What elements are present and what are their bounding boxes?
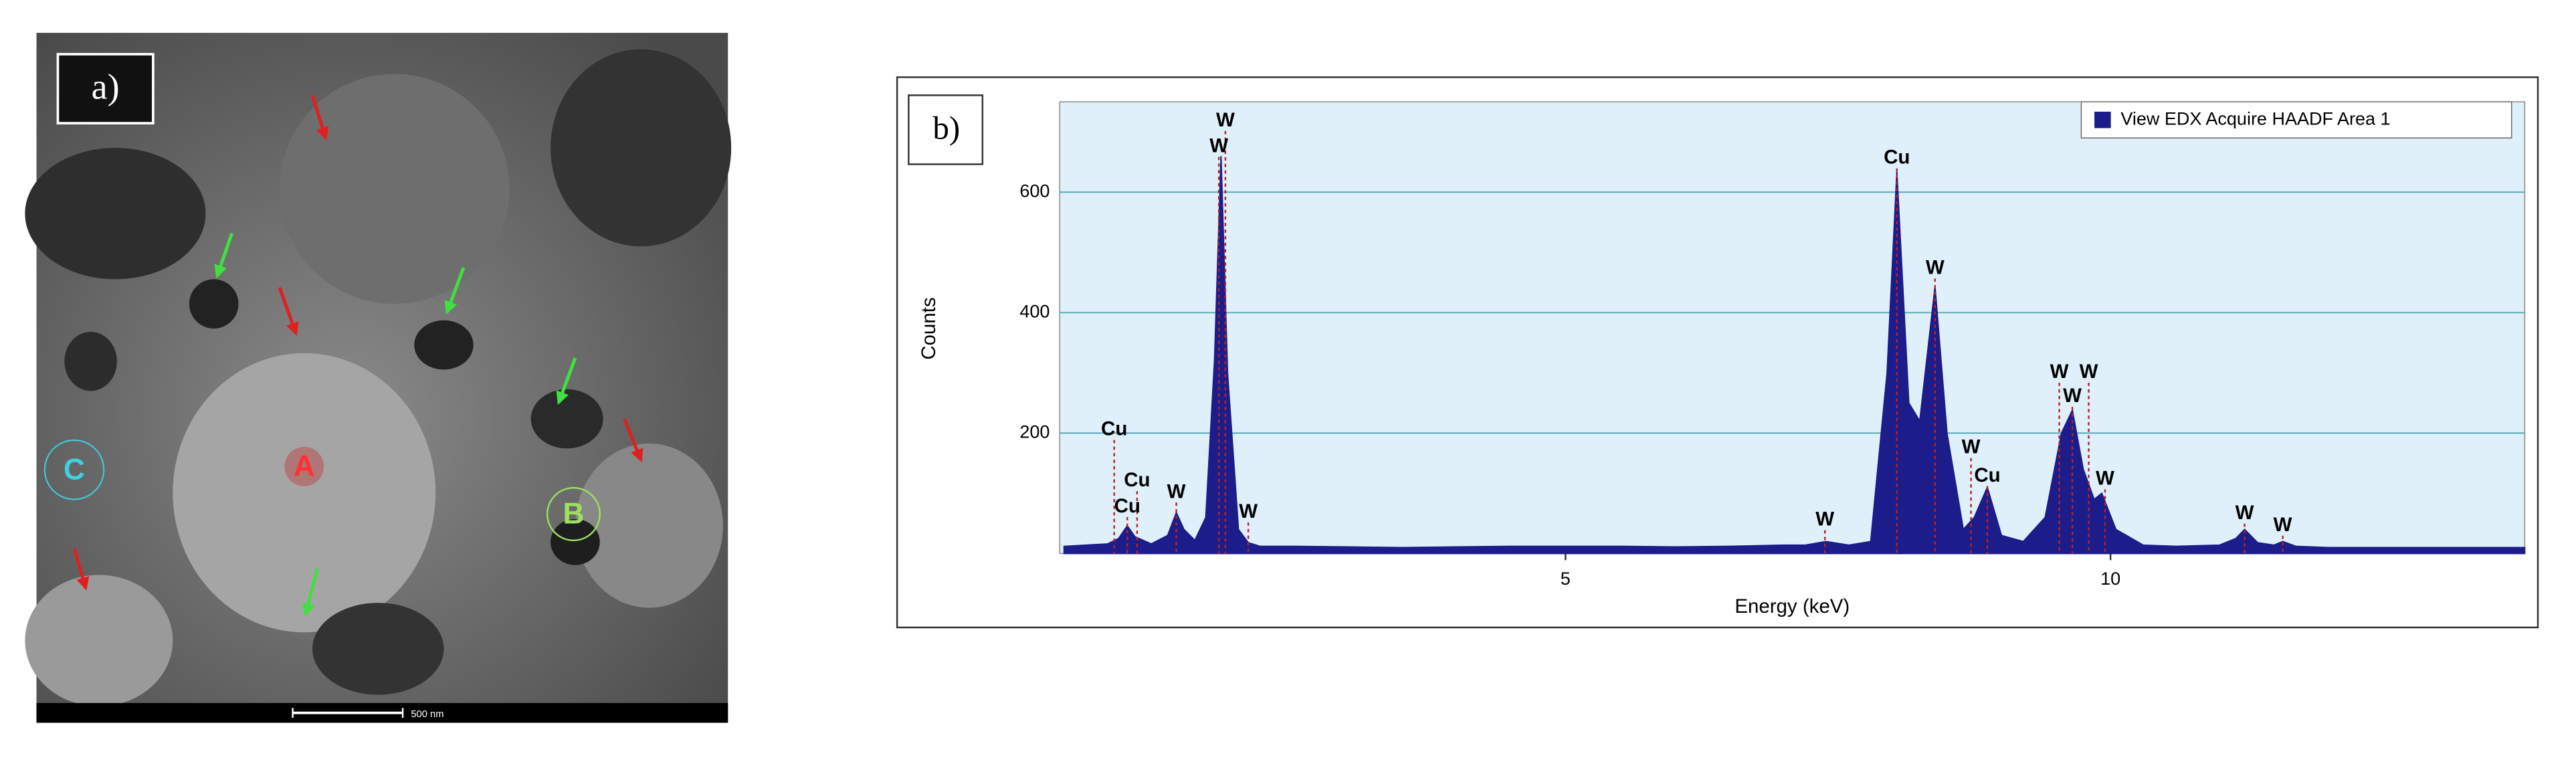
peak-label: W [2063, 385, 2082, 407]
y-tick-label: 400 [1019, 301, 1050, 321]
peak-label: Cu [1884, 147, 1910, 169]
x-axis-label: Energy (keV) [1735, 595, 1850, 617]
y-tick-label: 200 [1019, 422, 1050, 442]
y-axis-label: Counts [918, 297, 940, 359]
peak-label: W [2236, 502, 2254, 524]
panel-label: b) [932, 110, 960, 147]
peak-label: W [2050, 361, 2069, 383]
plot-area [1059, 101, 2526, 555]
x-tick-label: 10 [2100, 569, 2120, 589]
peak-label: Cu [1101, 418, 1127, 440]
x-tick-label: 5 [1561, 569, 1571, 589]
y-tick-label: 600 [1019, 181, 1050, 201]
peak-label: Cu [1114, 495, 1141, 517]
region-label: C [64, 453, 85, 486]
peak-label: W [2274, 514, 2292, 536]
peak-label: W [1962, 436, 1981, 458]
peak-label: W [1167, 480, 1186, 502]
peak-label: W [1209, 135, 1228, 157]
peak-label: Cu [1974, 464, 2000, 486]
peak-label: W [2096, 467, 2114, 489]
peak-label: W [2080, 361, 2098, 383]
peak-label: W [1815, 508, 1834, 530]
tem-image: 500 nm a) A B C [25, 33, 732, 723]
region-label: A [294, 450, 315, 482]
region-label: B [563, 498, 584, 530]
legend-swatch [2094, 111, 2111, 128]
scale-bar-label: 500 nm [411, 709, 443, 720]
peak-label: W [1926, 256, 1945, 278]
legend-label: View EDX Acquire HAADF Area 1 [2120, 108, 2390, 128]
peak-label: W [1216, 109, 1235, 131]
legend-box [2080, 101, 2512, 138]
spectrum-area [1063, 156, 2526, 555]
peak-label: W [1239, 500, 1258, 522]
peak-label: Cu [1124, 469, 1150, 491]
panel-label: a) [92, 66, 120, 106]
